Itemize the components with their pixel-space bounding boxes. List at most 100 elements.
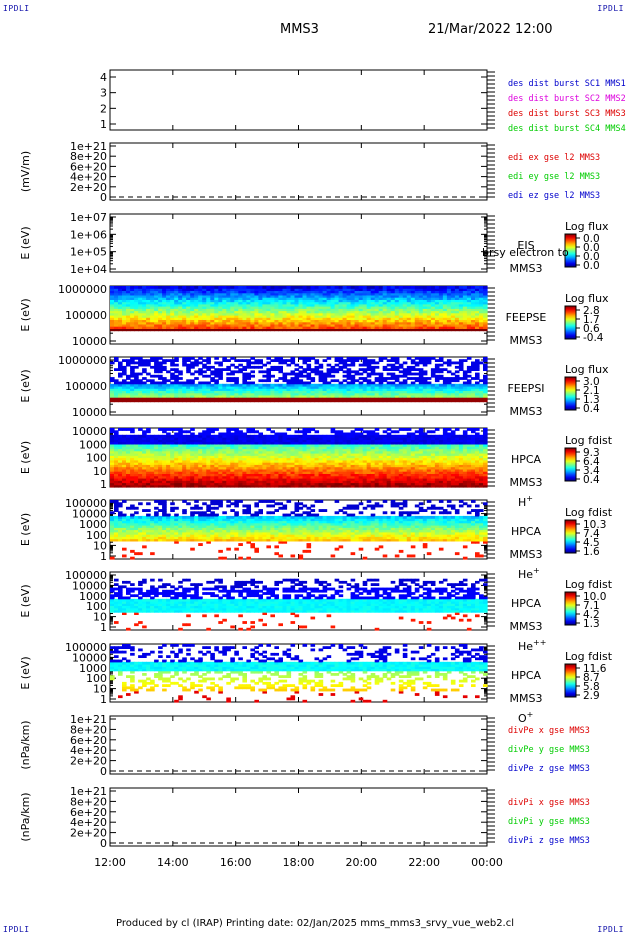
heatmap-cell xyxy=(270,446,275,450)
heatmap-cell xyxy=(210,286,215,289)
heatmap-cell xyxy=(226,477,231,481)
heatmap-cell xyxy=(146,397,151,400)
heatmap-cell xyxy=(214,312,219,316)
heatmap-cell xyxy=(210,379,215,383)
heatmap-cell xyxy=(238,399,243,403)
heatmap-cell xyxy=(130,392,135,396)
heatmap-cell xyxy=(130,319,135,323)
heatmap-cell xyxy=(210,306,215,309)
panel-p1 xyxy=(109,69,495,131)
heatmap-cell xyxy=(398,306,404,309)
heatmap-cell xyxy=(426,361,432,365)
heatmap-cell xyxy=(258,462,263,465)
heatmap-cell xyxy=(158,303,163,307)
heatmap-cell xyxy=(234,317,239,320)
heatmap-cell xyxy=(294,299,300,303)
heatmap-cell xyxy=(274,308,279,312)
heatmap-cell xyxy=(410,317,416,320)
heatmap-cell xyxy=(450,303,456,307)
heatmap-cell xyxy=(246,390,251,394)
heatmap-cell xyxy=(338,328,344,332)
heatmap-cell xyxy=(406,306,412,309)
heatmap-cell xyxy=(118,308,123,312)
heatmap-cell xyxy=(202,434,207,438)
heatmap-cell xyxy=(174,299,179,303)
heatmap-cell xyxy=(198,370,203,374)
heatmap-cell xyxy=(166,439,171,443)
heatmap-cell xyxy=(154,386,159,389)
y-tick-label: 1e+21 xyxy=(70,140,107,153)
heatmap-cell xyxy=(342,294,348,298)
heatmap-cell xyxy=(386,315,392,318)
heatmap-cell xyxy=(278,368,283,371)
heatmap-cell xyxy=(274,475,279,479)
heatmap-cell xyxy=(130,368,135,371)
heatmap-cell xyxy=(314,310,320,314)
heatmap-cell xyxy=(214,434,219,438)
heatmap-cell xyxy=(418,368,424,371)
heatmap-cell xyxy=(190,477,195,481)
heatmap-cell xyxy=(310,315,316,318)
heatmap-cell xyxy=(458,312,464,316)
heatmap-cell xyxy=(150,397,155,400)
heatmap-cell xyxy=(466,315,472,318)
heatmap-cell xyxy=(314,328,320,332)
heatmap-cell xyxy=(146,326,151,329)
heatmap-cell xyxy=(194,294,199,298)
heatmap-cell xyxy=(130,443,135,447)
heatmap-cell xyxy=(286,482,292,486)
heatmap-cell xyxy=(471,303,476,307)
heatmap-cell xyxy=(278,453,283,456)
heatmap-cell xyxy=(382,326,388,329)
heatmap-cell xyxy=(334,383,340,387)
heatmap-cell xyxy=(266,448,271,452)
heatmap-cell xyxy=(242,306,247,309)
heatmap-cell xyxy=(342,292,348,296)
heatmap-cell xyxy=(410,372,416,376)
heatmap-cell xyxy=(350,312,356,316)
heatmap-cell xyxy=(302,312,308,316)
heatmap-cell xyxy=(126,286,131,289)
heatmap-cell xyxy=(194,321,199,325)
heatmap-cell xyxy=(250,315,255,318)
heatmap-cell xyxy=(158,464,163,468)
heatmap-cell xyxy=(479,379,484,383)
heatmap-cell xyxy=(462,294,468,298)
heatmap-cell xyxy=(290,437,296,440)
heatmap-cell xyxy=(402,326,408,329)
heatmap-cell xyxy=(210,462,215,465)
heatmap-cell xyxy=(450,386,456,389)
heatmap-cell xyxy=(298,457,304,461)
heatmap-cell xyxy=(458,306,464,309)
colorbar-title: Log flux xyxy=(565,220,609,233)
heatmap-cell xyxy=(330,319,336,323)
heatmap-cell xyxy=(190,301,195,305)
heatmap-cell xyxy=(254,437,259,440)
heatmap-cell xyxy=(346,397,352,400)
heatmap-cell xyxy=(142,290,147,294)
heatmap-cell xyxy=(262,390,267,394)
heatmap-cell xyxy=(346,288,352,291)
heatmap-cell xyxy=(302,482,308,486)
heatmap-cell xyxy=(114,434,119,438)
heatmap-cell xyxy=(150,399,155,403)
heatmap-cell xyxy=(246,319,251,323)
heatmap-cell xyxy=(178,437,183,440)
heatmap-cell xyxy=(418,288,424,291)
heatmap-cell xyxy=(158,357,163,360)
heatmap-cell xyxy=(194,301,199,305)
heatmap-cell xyxy=(286,443,292,447)
heatmap-cell xyxy=(258,397,263,400)
heatmap-cell xyxy=(246,363,251,367)
heatmap-cell xyxy=(110,392,115,396)
heatmap-cell xyxy=(138,317,143,320)
heatmap-cell xyxy=(286,372,292,376)
heatmap-cell xyxy=(386,386,392,389)
heatmap-cell xyxy=(218,443,223,447)
heatmap-cell xyxy=(134,294,139,298)
heatmap-cell xyxy=(434,321,440,325)
heatmap-cell xyxy=(462,390,468,394)
heatmap-cell xyxy=(202,286,207,289)
heatmap-cell xyxy=(479,383,484,387)
heatmap-cell xyxy=(286,468,292,472)
